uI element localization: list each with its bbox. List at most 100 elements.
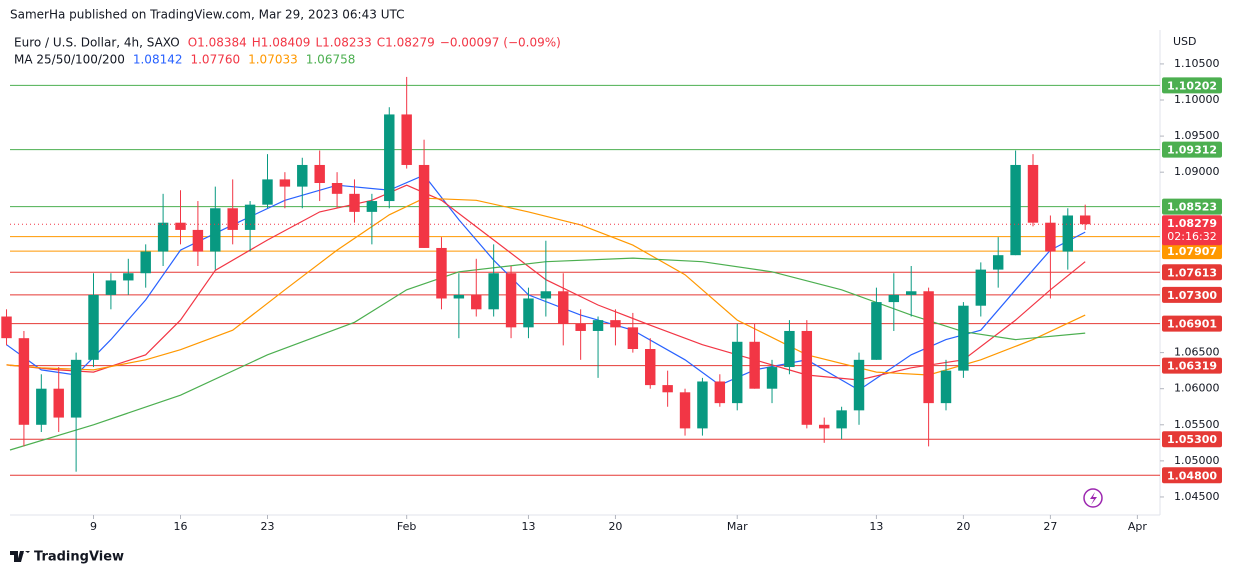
- x-tick-label: 23: [260, 520, 274, 533]
- candle-body: [210, 208, 221, 252]
- x-tick-label: 16: [173, 520, 187, 533]
- x-tick-label: Feb: [397, 520, 416, 533]
- candle-body: [819, 424, 830, 429]
- candle-body: [384, 114, 395, 202]
- candle-body: [471, 294, 482, 310]
- candle-body: [575, 323, 586, 331]
- candle-body: [123, 273, 134, 281]
- ohlc-value: H1.08409: [252, 36, 311, 50]
- level-box: [1162, 77, 1222, 94]
- candle-body: [88, 294, 99, 360]
- ma-line: [6, 197, 1086, 376]
- y-tick-label: 1.06000: [1174, 382, 1220, 395]
- candle-body: [53, 388, 64, 418]
- ma-legend-value: 1.08142: [133, 53, 183, 67]
- candle-body: [853, 359, 865, 411]
- candle-body: [732, 341, 743, 404]
- candle-body: [18, 338, 30, 425]
- y-tick-label: 1.05500: [1174, 418, 1220, 431]
- candle-body: [436, 247, 447, 299]
- ohlc-value: L1.08233: [315, 36, 371, 50]
- candle-body: [627, 327, 639, 350]
- candle-body: [488, 273, 499, 310]
- candle-body: [453, 294, 465, 299]
- candle-body: [36, 388, 47, 425]
- candle-body: [905, 291, 917, 295]
- level-label: 1.09312: [1167, 144, 1217, 157]
- candle-body: [923, 291, 934, 404]
- candle-body: [366, 201, 378, 212]
- candle-body: [349, 193, 360, 212]
- candle-body: [1, 316, 12, 339]
- x-tick-label: Mar: [727, 520, 748, 533]
- last-price-box: [1162, 215, 1222, 246]
- y-tick-label: 1.04500: [1174, 490, 1220, 503]
- x-tick-label: 27: [1043, 520, 1057, 533]
- candle-body: [1045, 222, 1056, 252]
- x-tick-label: 20: [608, 520, 622, 533]
- y-tick-label: 1.05000: [1174, 454, 1220, 467]
- candle-body: [1079, 215, 1091, 225]
- level-label: 1.06319: [1167, 360, 1217, 373]
- candle-body: [505, 273, 517, 328]
- candle-body: [766, 367, 778, 389]
- level-box: [1162, 431, 1222, 448]
- level-box: [1162, 264, 1222, 281]
- level-box: [1162, 357, 1222, 374]
- candle-body: [992, 255, 1004, 270]
- candle-body: [227, 208, 238, 230]
- candle-body: [645, 349, 656, 386]
- currency: USD: [1173, 35, 1197, 48]
- ohlc-value: O1.08384: [188, 36, 247, 50]
- candle-body: [401, 114, 412, 165]
- level-label: 1.06901: [1167, 318, 1217, 331]
- candle-body: [679, 392, 691, 429]
- candle-body: [157, 222, 169, 252]
- candle-body: [958, 305, 969, 371]
- level-box: [1162, 286, 1222, 303]
- countdown: 02:16:32: [1167, 230, 1216, 243]
- candle-body: [836, 410, 847, 429]
- candle-body: [940, 370, 952, 404]
- ma-legend-value: 1.06758: [306, 53, 356, 67]
- candle-body: [418, 164, 430, 248]
- candle-body: [105, 280, 117, 295]
- candle-body: [175, 222, 186, 230]
- level-label: 1.05300: [1167, 433, 1217, 446]
- candle-body: [140, 251, 151, 274]
- y-tick-label: 1.10500: [1174, 57, 1220, 70]
- candle-body: [662, 385, 673, 393]
- ma-legend-value: 1.07033: [248, 53, 298, 67]
- level-box: [1162, 243, 1222, 260]
- y-tick-label: 1.06500: [1174, 346, 1220, 359]
- x-tick-label: 13: [521, 520, 535, 533]
- candle-body: [784, 330, 795, 368]
- candle-body: [558, 291, 569, 324]
- candle-body: [279, 179, 291, 187]
- candle-body: [749, 341, 760, 389]
- candle-body: [523, 298, 534, 328]
- candle-body: [1010, 164, 1021, 256]
- last-price-label: 1.08279: [1167, 217, 1217, 230]
- candle-body: [297, 164, 308, 187]
- ma-legend-value: 1.07760: [190, 53, 240, 67]
- level-box: [1162, 467, 1222, 484]
- candle-body: [244, 204, 256, 230]
- candle-body: [1062, 215, 1074, 252]
- x-tick-label: 13: [869, 520, 883, 533]
- y-tick-label: 1.09500: [1174, 129, 1220, 142]
- footer: TradingView: [34, 550, 124, 565]
- candle-body: [1027, 164, 1039, 223]
- bolt-icon: [1083, 488, 1103, 508]
- ma-label: MA 25/50/100/200: [14, 53, 125, 67]
- level-box: [1162, 198, 1222, 215]
- candle-body: [975, 269, 987, 306]
- level-box: [1162, 141, 1222, 158]
- ohlc-value: −0.00097 (−0.09%): [440, 36, 561, 50]
- y-tick-label: 1.09000: [1174, 165, 1220, 178]
- level-label: 1.04800: [1167, 469, 1217, 482]
- level-label: 1.08523: [1167, 201, 1217, 214]
- candle-body: [714, 381, 726, 404]
- level-label: 1.07300: [1167, 289, 1217, 302]
